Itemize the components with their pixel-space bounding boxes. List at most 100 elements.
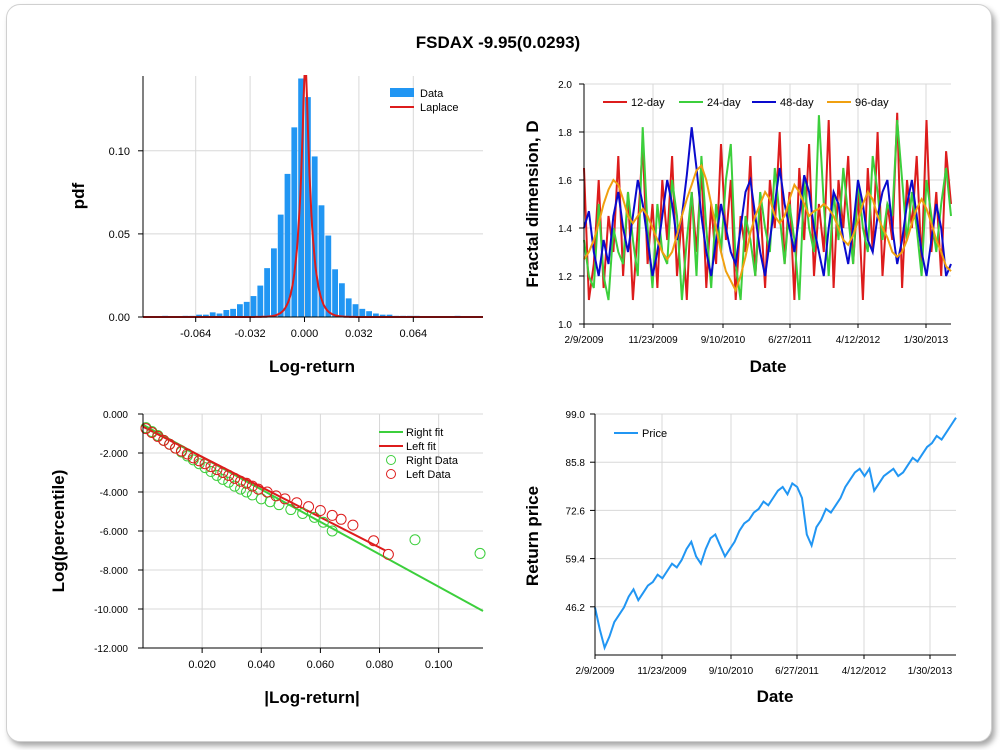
left-data-point [199,458,211,470]
left-data-point [205,461,217,473]
y-tick-label: 59.4 [566,555,586,566]
left-data-point [229,472,241,484]
left-data-point [217,467,229,478]
histogram-bar [352,304,359,317]
right-data-point [240,486,252,498]
legend-swatch-data [390,88,414,97]
legend-label-right-data: Right Data [406,455,459,467]
price-axes: 46.2 59.4 72.6 85.8 99.0 2/9/2009 11/23/2009 9/… [566,410,956,677]
x-tick-label: 11/23/2009 [628,335,678,346]
right-data-point [235,483,247,495]
left-data-point [211,464,223,476]
histogram-ylabel: pdf [69,182,88,209]
histogram-bar [223,310,230,317]
left-data-point [240,477,252,489]
x-tick-label: 0.100 [425,659,453,671]
histogram-bar [366,311,372,317]
histogram-bar [264,268,270,317]
histogram-bar [318,205,325,317]
left-data-point [223,469,235,481]
tail-xlabel: |Log-return| [264,688,359,707]
histogram-legend: Data Laplace [390,88,459,114]
right-data-point [474,547,486,559]
fractal-series-line [583,163,952,293]
x-tick-label: 0.080 [366,659,394,671]
histogram-bar [305,97,311,317]
left-data-point [170,442,182,454]
left-data-point [152,430,164,442]
fractal-ylabel: Fractal dimension, D [523,120,542,287]
histogram-axes: 0.00 0.05 0.10 -0.064 -0.032 0.000 0.032 0.064 [109,76,483,340]
x-tick-label: 9/10/2010 [709,666,754,677]
x-tick-label: 4/12/2012 [842,666,887,677]
left-data-point [175,445,187,457]
right-data-point [297,507,309,519]
x-tick-label: 0.000 [291,328,319,340]
right-data-point [326,525,338,537]
y-tick-label: 1.0 [558,320,572,331]
fractal-series-line [583,127,952,277]
histogram-bar [203,314,209,317]
histogram-bar [237,304,243,317]
legend-label-right-fit: Right fit [406,427,443,439]
tail-grid [143,413,483,649]
price-ylabel: Return price [523,486,542,586]
legend-label-left-fit: Left fit [406,441,436,453]
histogram-bar [359,308,366,317]
legend-swatch-left-data [386,469,396,479]
left-data-point [158,434,170,446]
left-data-point [303,501,315,513]
histogram-bar [271,248,277,317]
legend-swatch-right-data [386,455,396,465]
histogram-bar [216,313,223,317]
x-tick-label: 6/27/2011 [768,335,812,346]
y-tick-label: -8.000 [100,566,129,577]
x-tick-label: 11/23/2009 [637,666,687,677]
histogram-panel: 0.000.050.10-0.064 -0.032 0.000 0.032 0.064 … [69,75,483,376]
x-tick-label: 0.040 [247,659,275,671]
y-tick-label: 72.6 [566,506,586,517]
x-tick-label: 6/27/2011 [775,666,819,677]
tail-panel: 0.000 -2.000 -4.000 -6.000 -8.000 -10.000 -12.… [49,410,486,707]
left-data-point [382,548,394,560]
histogram-bar [339,283,345,317]
x-tick-label: 2/9/2009 [576,666,615,677]
legend-label: 24-day [707,97,741,109]
right-data-points [140,422,486,559]
fractal-panel: 1.0 1.2 1.4 1.6 1.8 2.0 2/9/2009 11/23/2009 9/10… [523,80,952,376]
histogram-bar [373,313,379,317]
y-tick-label: -12.000 [94,644,128,655]
left-data-point [187,452,199,464]
left-data-point [235,475,247,487]
left-data-point [181,448,193,460]
left-data-points [140,423,394,560]
x-tick-label: 4/12/2012 [836,335,881,346]
x-tick-label: 0.060 [307,659,335,671]
y-tick-label: 1.2 [558,272,572,283]
right-data-point [193,458,205,470]
y-tick-label: -10.000 [94,605,128,616]
histogram-bar [291,127,298,317]
right-data-point [223,476,235,488]
left-data-point [146,427,158,439]
legend-label-left-data: Left Data [406,469,452,481]
histogram-xlabel: Log-return [269,357,355,376]
legend-label: 12-day [631,97,665,109]
y-tick-label: 46.2 [566,603,586,614]
x-tick-label: 2/9/2009 [565,335,604,346]
x-tick-label: 1/30/2013 [908,666,953,677]
left-data-point [368,535,380,547]
left-data-point [335,513,347,525]
left-data-point [314,505,326,517]
histogram-bar [379,314,386,317]
y-tick-label: 0.05 [109,229,130,241]
legend-label-price: Price [642,428,667,440]
histogram-bar [257,285,264,317]
x-tick-label: 1/30/2013 [904,335,949,346]
price-xlabel: Date [757,687,794,706]
price-panel: 46.2 59.4 72.6 85.8 99.0 2/9/2009 11/23/2009 9/… [523,410,957,706]
histogram-bar [386,314,393,317]
x-tick-label: 0.032 [345,328,373,340]
histogram-bar [325,235,332,317]
